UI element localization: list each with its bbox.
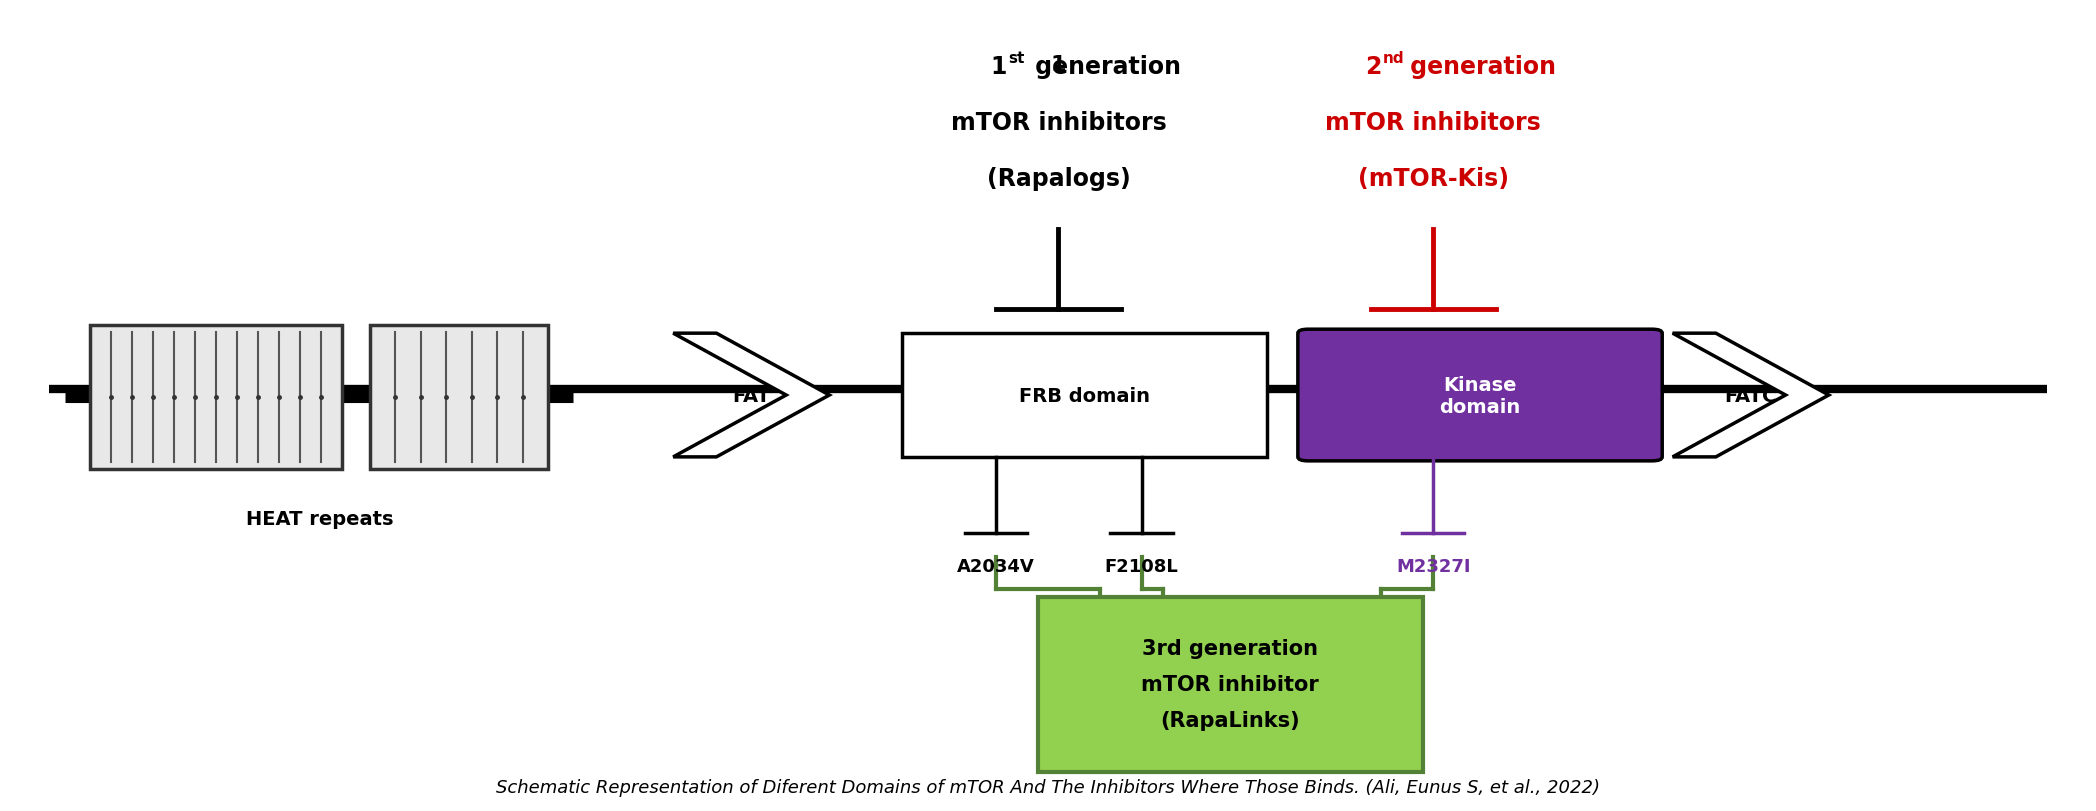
Text: 1: 1 [989, 55, 1006, 79]
Text: nd: nd [1383, 51, 1404, 66]
FancyBboxPatch shape [369, 326, 549, 470]
Text: FRB domain: FRB domain [1019, 386, 1151, 405]
Polygon shape [1673, 334, 1830, 457]
Text: FATC: FATC [1725, 386, 1777, 405]
Text: generation: generation [1402, 55, 1555, 79]
Text: F2108L: F2108L [1105, 557, 1178, 575]
Text: st: st [1008, 51, 1025, 66]
Text: generation: generation [1027, 55, 1182, 79]
Text: FAT: FAT [732, 386, 771, 405]
Text: 1: 1 [1050, 55, 1067, 75]
Text: (RapaLinks): (RapaLinks) [1161, 710, 1300, 731]
Text: (mTOR-Kis): (mTOR-Kis) [1358, 166, 1509, 191]
FancyBboxPatch shape [1038, 597, 1423, 772]
Text: (Rapalogs): (Rapalogs) [987, 166, 1130, 191]
Text: 2: 2 [1364, 55, 1381, 79]
Text: M2327I: M2327I [1396, 557, 1471, 575]
Text: HEAT repeats: HEAT repeats [245, 509, 394, 528]
FancyBboxPatch shape [1297, 330, 1662, 461]
Text: mTOR inhibitor: mTOR inhibitor [1142, 675, 1318, 694]
Polygon shape [673, 334, 830, 457]
Text: Schematic Representation of Diferent Domains of mTOR And The Inhibitors Where Th: Schematic Representation of Diferent Dom… [497, 778, 1599, 796]
Text: 3rd generation: 3rd generation [1142, 638, 1318, 659]
FancyBboxPatch shape [90, 326, 342, 470]
Text: mTOR inhibitors: mTOR inhibitors [1325, 110, 1541, 135]
Text: Kinase
domain: Kinase domain [1440, 375, 1522, 416]
Text: A2034V: A2034V [958, 557, 1035, 575]
FancyBboxPatch shape [901, 334, 1266, 457]
Text: mTOR inhibitors: mTOR inhibitors [949, 110, 1165, 135]
